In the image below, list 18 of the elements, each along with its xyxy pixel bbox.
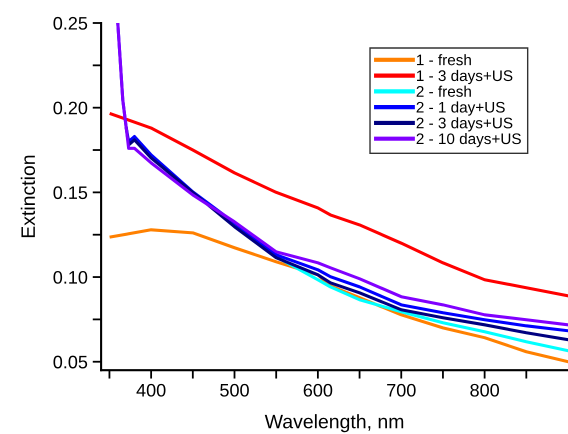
legend-label: 1 - fresh — [417, 54, 471, 66]
legend-label: 1 - 3 days+US — [417, 70, 512, 84]
y-tick-label: 0.20 — [53, 102, 88, 114]
y-tick-label: 0.25 — [53, 16, 88, 30]
y-tick-label: 0.15 — [53, 186, 88, 200]
y-tick-label: 0.05 — [53, 356, 88, 368]
y-axis-title: Extinction — [20, 156, 36, 238]
x-tick-label: 500 — [220, 384, 249, 397]
x-tick-label: 600 — [304, 384, 332, 397]
legend-label: 2 - 3 days+US — [416, 117, 512, 132]
x-axis-title: Wavelength, nm — [264, 414, 404, 432]
legend-label: 2 - fresh — [416, 86, 471, 97]
legend-label: 2 - 1 day+US — [416, 101, 505, 116]
legend-label: 2 - 10 days+US — [416, 132, 521, 148]
x-tick-label: 800 — [470, 384, 499, 397]
x-tick-label: 700 — [387, 384, 416, 397]
y-tick-label: 0.10 — [53, 270, 88, 284]
x-tick-label: 400 — [136, 384, 166, 397]
